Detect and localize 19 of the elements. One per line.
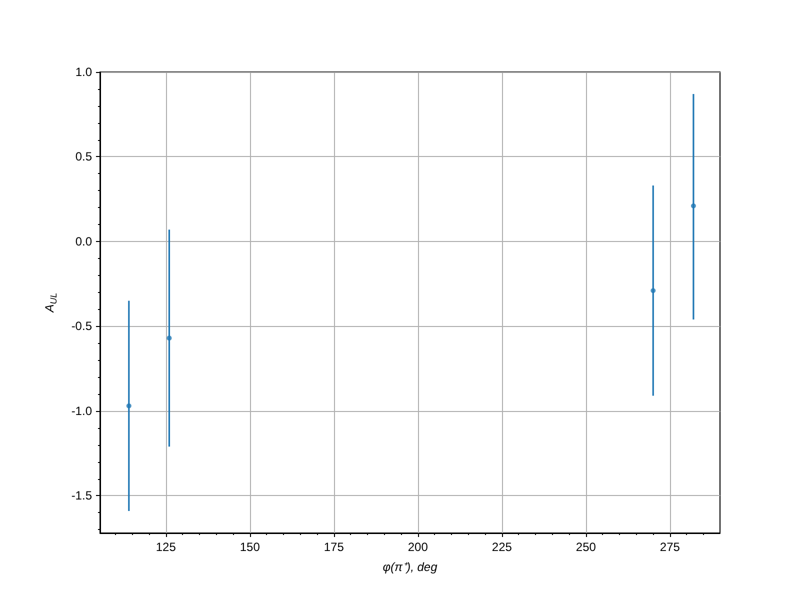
x-tick-label: 275 bbox=[660, 540, 680, 554]
x-tick-label: 250 bbox=[576, 540, 596, 554]
y-axis-title: AUL bbox=[42, 292, 58, 314]
x-tick-label: 125 bbox=[156, 540, 176, 554]
x-tick-label: 200 bbox=[408, 540, 428, 554]
x-tick-label: 150 bbox=[240, 540, 260, 554]
x-axis-title: φ(π⁺), deg bbox=[382, 560, 438, 574]
x-tick-label: 225 bbox=[492, 540, 512, 554]
y-tick-label: 0.5 bbox=[75, 150, 92, 164]
x-tick-label: 175 bbox=[324, 540, 344, 554]
y-tick-label: 0.0 bbox=[75, 234, 92, 248]
point bbox=[650, 288, 656, 294]
y-tick-label: 1.0 bbox=[75, 65, 92, 79]
point bbox=[690, 203, 696, 208]
point bbox=[166, 336, 172, 341]
point bbox=[126, 403, 132, 408]
y-tick-label: -1.0 bbox=[71, 404, 92, 418]
y-tick-label: -0.5 bbox=[71, 319, 92, 334]
y-tick-label: -1.5 bbox=[71, 488, 92, 503]
